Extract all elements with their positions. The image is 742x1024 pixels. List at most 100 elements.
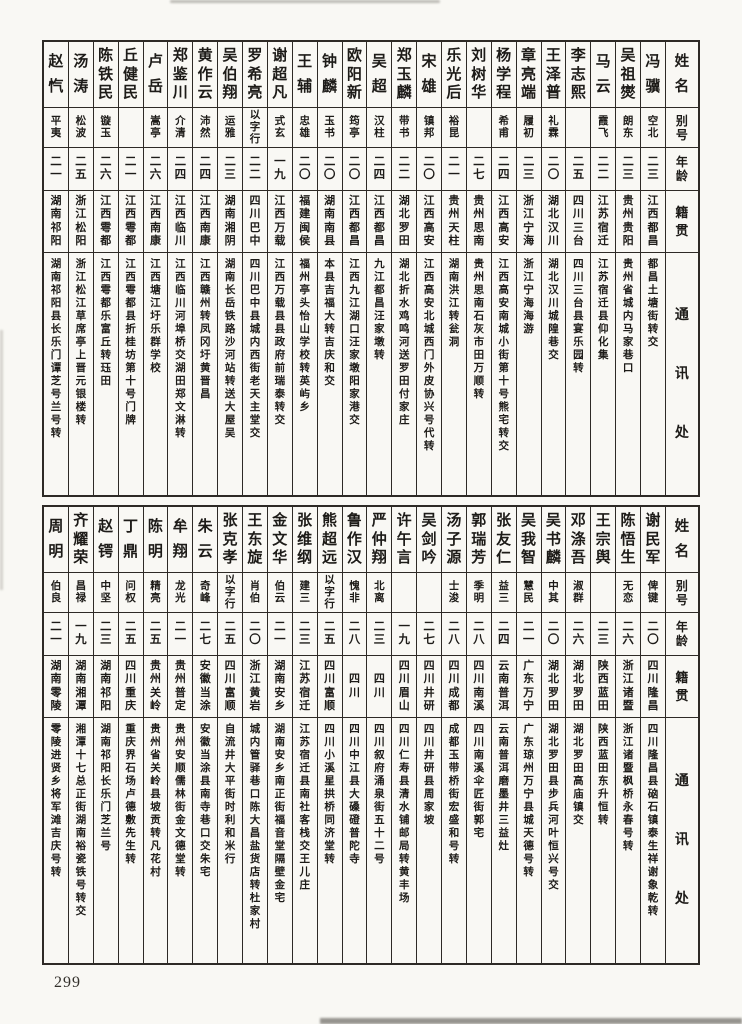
person-name-cell: 朱云	[197, 519, 213, 560]
person-column: 陈悟生无恋二六浙江诸暨浙江诸暨枫桥永春号转	[615, 507, 640, 963]
origin-cell: 湖南湘潭	[68, 655, 93, 717]
person-column: 周明伯良二一湖南零陵零陵进贤乡将军滩吉庆号转	[44, 507, 68, 963]
origin-cell: 陕西蓝田	[591, 655, 616, 717]
alias-cell: 玉书	[317, 107, 342, 147]
address-cell: 安徽当涂县南寺巷口交朱宅	[193, 717, 218, 963]
origin-cell: 四川	[367, 655, 392, 717]
age-cell: 二五	[143, 612, 168, 655]
age-cell: 一九	[392, 612, 417, 655]
age-cell: 二五	[218, 612, 242, 655]
row-header-age: 年龄	[665, 612, 698, 655]
alias-cell: 忠雄	[292, 107, 317, 147]
person-name-cell: 张克孝	[222, 512, 238, 567]
alias-cell: 慧民	[516, 572, 541, 612]
address-cell: 成都玉带桥街宏盛和号转	[442, 717, 466, 963]
row-header-origin: 籍贯	[665, 655, 698, 717]
address-cell: 浙江诸暨枫桥永春号转	[616, 717, 640, 963]
person-column: 鲁作汉愧非二八四川四川中江县大磉磴普陀寺	[341, 507, 367, 963]
address-cell: 湖南安乡南正街福音堂隔壁金宅	[267, 717, 292, 963]
person-column: 吴我智慧民二一广东万宁广东琼州万宁县城天德号转	[515, 507, 541, 963]
person-name-cell: 黄作云	[197, 47, 213, 102]
age-cell: 二八	[466, 612, 491, 655]
origin-cell: 四川成都	[442, 655, 466, 717]
person-column: 金文华伯云二一湖南安乡湖南安乡南正街福音堂隔壁金宅	[266, 507, 292, 963]
origin-cell: 江苏宿迁	[292, 655, 317, 717]
age-cell: 二〇	[292, 147, 317, 190]
address-cell: 湖北罗田高庙镇交	[566, 717, 591, 963]
row-header-origin: 籍贯	[665, 190, 698, 252]
age-cell: 二二	[392, 147, 417, 190]
person-column: 黄作云沛然二四江西南康江西赣州转凤冈圩黄晋昌	[192, 42, 218, 495]
person-name-cell: 吴伯翔	[222, 47, 238, 102]
address-cell: 贵州省关岭县坡贡转凡花村	[143, 717, 168, 963]
person-column: 牟翔龙光二一贵州普定贵州安顺儒林街金文德堂转	[167, 507, 193, 963]
address-cell: 广东琼州万宁县城天德号转	[516, 717, 541, 963]
age-cell: 二〇	[641, 612, 665, 655]
alias-cell: 昌禄	[68, 572, 93, 612]
row-header-address: 通讯处	[665, 717, 698, 963]
person-name-cell: 汤涛	[73, 54, 89, 95]
person-name-cell: 陈明	[147, 519, 163, 560]
person-column: 谢民军俾键二〇四川隆昌四川隆昌县硇石镇泰生祥谢象乾转	[640, 507, 665, 963]
address-cell: 四川隆昌县硇石镇泰生祥谢象乾转	[641, 717, 665, 963]
address-cell: 江苏宿迁县仰化集	[591, 252, 616, 495]
person-name-cell: 张友仁	[496, 512, 512, 567]
age-cell: 二五	[317, 612, 342, 655]
page-number: 299	[54, 974, 81, 991]
person-column: 罗希亮以字行二二四川巴中四川巴中县城内西街老天主堂交	[242, 42, 267, 495]
person-name-cell: 谢民军	[645, 512, 661, 567]
age-cell: 二一	[44, 612, 68, 655]
alias-cell: 以字行	[243, 107, 267, 147]
row-header-alias: 别号	[665, 572, 698, 612]
person-name-cell: 鲁作汉	[346, 512, 362, 567]
address-cell: 湖北汉川城隍巷交	[541, 252, 566, 495]
person-name-cell: 乐光后	[446, 47, 462, 102]
origin-cell: 贵州贵阳	[616, 190, 640, 252]
alias-cell: 龙光	[168, 572, 193, 612]
alias-cell: 俾键	[641, 572, 665, 612]
person-column: 汤子源士浚二八四川成都成都玉带桥街宏盛和号转	[441, 507, 466, 963]
person-column: 吴剑吟二七四川井研四川井研县周家坡	[416, 507, 441, 963]
origin-cell: 浙江宁海	[516, 190, 541, 252]
origin-cell: 四川南溪	[466, 655, 491, 717]
origin-cell: 湖南湘阴	[218, 190, 242, 252]
alias-cell: 介清	[168, 107, 193, 147]
person-name-cell: 王辅	[297, 54, 313, 95]
origin-cell: 四川	[342, 655, 367, 717]
origin-cell: 广东万宁	[516, 655, 541, 717]
address-cell: 四川小溪星拱桥同济堂转	[317, 717, 342, 963]
scan-artifact	[0, 330, 3, 590]
alias-cell: 沛然	[193, 107, 218, 147]
alias-cell: 肖伯	[243, 572, 267, 612]
person-name-cell: 齐耀荣	[73, 512, 89, 567]
alias-cell: 建三	[292, 572, 317, 612]
origin-cell: 四川重庆	[118, 655, 143, 717]
origin-cell: 江西都昌	[641, 190, 665, 252]
address-cell: 自流井大平街时利和米行	[218, 717, 242, 963]
person-name-cell: 牟翔	[172, 519, 188, 560]
address-cell: 云南普洱磨墨井三益灶	[491, 717, 516, 963]
person-column: 章亮端履初二三浙江宁海浙江宁海海游	[515, 42, 541, 495]
person-column: 乐光后裕昆二一贵州天柱湖南洪江转瓮洞	[441, 42, 466, 495]
age-cell: 二三	[516, 147, 541, 190]
origin-cell: 江西都昌	[367, 190, 392, 252]
origin-cell: 湖南安乡	[267, 655, 292, 717]
person-column: 吴书麟中其二〇湖北罗田湖北罗田县步兵河叶恒兴号交	[540, 507, 566, 963]
person-column: 熊超远以字行二五四川富顺四川小溪星拱桥同济堂转	[316, 507, 342, 963]
alias-cell: 裕昆	[442, 107, 466, 147]
address-cell: 四川三台县宴乐园转	[566, 252, 591, 495]
person-name-cell: 吴剑吟	[421, 512, 437, 567]
alias-cell	[118, 107, 143, 147]
alias-cell: 嵩亭	[143, 107, 168, 147]
person-name-cell: 汤子源	[446, 512, 462, 567]
alias-cell	[466, 107, 491, 147]
person-name-cell: 马云	[595, 54, 611, 95]
address-cell: 贵州省城内马家巷口	[616, 252, 640, 495]
person-name-cell: 杨学程	[496, 47, 512, 102]
row-header-name: 姓名	[674, 54, 690, 95]
person-column: 张维纲建三二三江苏宿迁江苏宿迁县南社客栈交王儿庄	[291, 507, 317, 963]
person-name-cell: 丘健民	[123, 47, 139, 102]
origin-cell: 浙江诸暨	[616, 655, 640, 717]
origin-cell: 浙江松阳	[68, 190, 93, 252]
